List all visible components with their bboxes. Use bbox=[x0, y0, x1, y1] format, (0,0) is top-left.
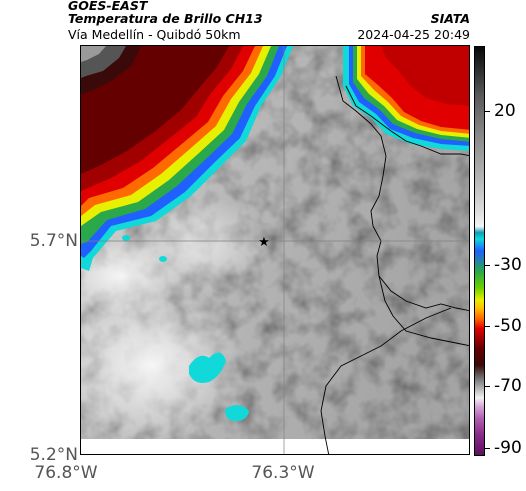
organization-label: SIATA bbox=[430, 11, 470, 26]
colorbar-label: 20 bbox=[494, 101, 516, 121]
department-boundary bbox=[335, 75, 469, 312]
location-marker-star-icon: ★ bbox=[258, 235, 270, 250]
light-cloud-patch bbox=[131, 196, 271, 296]
colorbar-label: -50 bbox=[494, 316, 522, 336]
temperature-colorbar bbox=[474, 46, 485, 456]
department-boundary bbox=[345, 85, 469, 157]
satellite-source-label: GOES-EAST bbox=[68, 0, 148, 13]
colorbar-tick bbox=[485, 265, 490, 266]
satellite-imagery: ★ bbox=[81, 46, 469, 454]
colorbar-label: -30 bbox=[494, 255, 522, 275]
colorbar-tick bbox=[485, 326, 490, 327]
department-boundary bbox=[378, 275, 469, 347]
longitude-label: 76.8°W bbox=[34, 463, 98, 483]
light-cloud-patch bbox=[81, 286, 246, 446]
map-panel[interactable]: ★ bbox=[80, 45, 470, 455]
convective-cloud-right bbox=[343, 46, 469, 151]
cold-cloud-speck bbox=[225, 405, 249, 422]
no-data-strip bbox=[81, 439, 469, 454]
cold-cloud-speck bbox=[189, 352, 226, 383]
convective-cloud-left bbox=[81, 46, 293, 271]
latitude-label: 5.7°N bbox=[29, 231, 78, 251]
product-title: Temperatura de Brillo CH13 bbox=[68, 11, 263, 26]
colorbar-label: -90 bbox=[494, 438, 522, 458]
latitude-label: 5.2°N bbox=[29, 445, 78, 465]
cold-cloud-speck bbox=[159, 256, 167, 262]
colorbar-label: -70 bbox=[494, 376, 522, 396]
region-label: Vía Medellín - Quibdó 50km bbox=[68, 27, 241, 42]
longitude-label: 76.3°W bbox=[251, 463, 315, 483]
cold-cloud-speck bbox=[122, 235, 130, 241]
colorbar-tick bbox=[485, 386, 490, 387]
timestamp-label: 2024-04-25 20:49 bbox=[357, 27, 470, 42]
department-boundary bbox=[320, 307, 452, 454]
colorbar-tick bbox=[485, 448, 490, 449]
colorbar-tick bbox=[485, 111, 490, 112]
